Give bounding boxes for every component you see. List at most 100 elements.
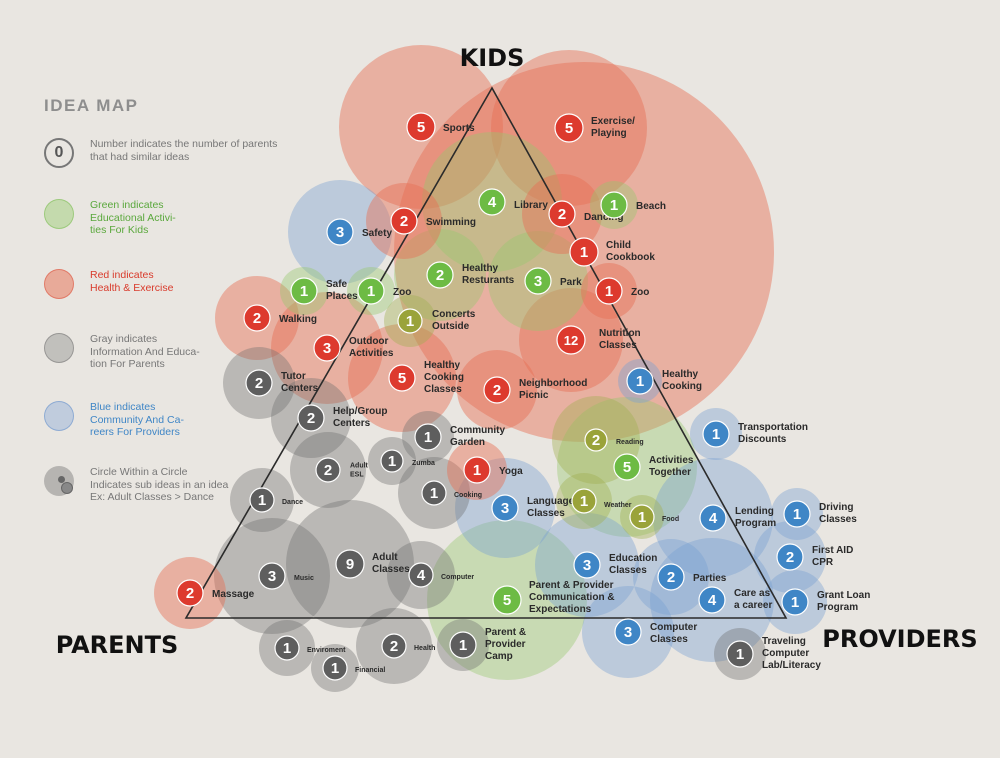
idea-number-circle xyxy=(781,588,809,616)
idea-node-music: 3 Music xyxy=(258,562,314,590)
idea-label: Computer Classes xyxy=(650,622,697,645)
idea-node-healthy-cooking-classes: 5 Healthy Cooking Classes xyxy=(388,360,464,395)
idea-node-grant-loan-program: 1 Grant Loan Program xyxy=(781,588,870,616)
idea-node-safety: 3 Safety xyxy=(326,218,392,246)
idea-label: Walking xyxy=(279,314,317,325)
idea-label: Healthy Resturants xyxy=(462,263,515,286)
idea-count: 1 xyxy=(424,429,432,446)
idea-node-parent-provider-camp: 1 Parent & Provider Camp xyxy=(449,627,526,662)
idea-node-education-classes: 3 Education Classes xyxy=(573,551,657,579)
idea-count: 2 xyxy=(400,213,408,230)
idea-node-beach: 1 Beach xyxy=(600,191,666,219)
idea-label: Yoga xyxy=(499,466,523,477)
idea-count: 9 xyxy=(346,556,354,573)
legend-blue-text: Blue indicates Community And Ca- reers F… xyxy=(90,401,184,438)
idea-label: Reading xyxy=(616,439,644,446)
idea-number-circle xyxy=(322,655,348,681)
idea-node-language-classes: 3 Language Classes xyxy=(491,494,575,522)
idea-number-circle xyxy=(492,585,522,615)
idea-label: Community Garden xyxy=(450,425,505,448)
red-swatch-icon xyxy=(44,269,74,299)
idea-number-circle xyxy=(326,218,354,246)
idea-number-circle xyxy=(258,562,286,590)
idea-label: Sports xyxy=(443,123,475,134)
idea-node-enviroment: 1 Enviroment xyxy=(274,635,346,661)
idea-label: Driving Classes xyxy=(819,502,857,525)
idea-count: 3 xyxy=(534,273,542,290)
idea-number-circle xyxy=(449,631,477,659)
idea-number-circle xyxy=(783,500,811,528)
idea-node-reading: 2 Reading xyxy=(584,428,644,452)
idea-number-circle xyxy=(421,480,447,506)
idea-count: 1 xyxy=(638,509,646,526)
idea-count: 1 xyxy=(636,373,644,390)
idea-number-circle xyxy=(408,562,434,588)
idea-count: 1 xyxy=(580,244,588,261)
idea-count: 1 xyxy=(331,660,339,677)
idea-node-adult-classes: 9 Adult Classes xyxy=(335,549,410,579)
idea-label: Outdoor Activities xyxy=(349,336,394,359)
idea-number-circle xyxy=(614,618,642,646)
idea-number-circle xyxy=(569,237,599,267)
idea-number-circle xyxy=(290,277,318,305)
idea-number-circle xyxy=(571,488,597,514)
idea-label: Education Classes xyxy=(609,553,657,576)
idea-number-circle xyxy=(698,586,726,614)
idea-label: First AID CPR xyxy=(812,545,853,568)
idea-node-community-garden: 1 Community Garden xyxy=(414,423,505,451)
corner-label-parents: PARENTS xyxy=(56,631,179,659)
idea-node-health: 2 Health xyxy=(381,633,435,659)
idea-count: 2 xyxy=(592,432,600,449)
idea-label: Neighborhood Picnic xyxy=(519,378,587,401)
idea-label: Financial xyxy=(355,667,385,674)
legend-gray-text: Gray indicates Information And Educa- ti… xyxy=(90,333,200,370)
idea-number-circle xyxy=(483,376,511,404)
idea-number-circle xyxy=(629,504,655,530)
idea-label: Beach xyxy=(636,201,666,212)
idea-number-circle xyxy=(397,308,423,334)
idea-node-food: 1 Food xyxy=(629,504,679,530)
idea-count: 4 xyxy=(709,510,718,527)
idea-number-circle xyxy=(524,267,552,295)
idea-node-computer: 4 Computer xyxy=(408,562,474,588)
idea-number-circle xyxy=(357,277,385,305)
idea-count: 2 xyxy=(307,410,315,427)
idea-count: 3 xyxy=(583,557,591,574)
idea-count: 2 xyxy=(493,382,501,399)
idea-count: 2 xyxy=(253,310,261,327)
idea-node-activities-together: 5 Activities Together xyxy=(613,453,694,481)
idea-node-transportation-discounts: 1 Transportation Discounts xyxy=(702,420,808,448)
idea-node-driving-classes: 1 Driving Classes xyxy=(783,500,857,528)
idea-node-care-as-a-career: 4 Care as a career xyxy=(698,586,772,614)
idea-number-circle xyxy=(313,334,341,362)
idea-number-circle xyxy=(626,367,654,395)
idea-count: 2 xyxy=(255,375,263,392)
idea-number-circle xyxy=(463,456,491,484)
idea-count: 4 xyxy=(708,592,717,609)
idea-node-safe-places: 1 Safe Places xyxy=(290,277,358,305)
idea-node-adult-esl: 2 Adult ESL xyxy=(315,457,369,483)
idea-label: Adult Classes xyxy=(372,552,410,575)
idea-node-first-aid-cpr: 2 First AID CPR xyxy=(776,543,853,571)
idea-count: 1 xyxy=(712,426,720,443)
idea-count: 2 xyxy=(436,267,444,284)
idea-node-library: 4 Library xyxy=(478,188,548,216)
idea-node-financial: 1 Financial xyxy=(322,655,385,681)
idea-number-circle xyxy=(274,635,300,661)
idea-label: Weather xyxy=(604,502,632,509)
idea-number-circle xyxy=(573,551,601,579)
idea-label: Parent & Provider Communication & Expectat… xyxy=(529,580,615,615)
idea-node-parent-provider-communication-expectations: 5 Parent & Provider Communication & Expecta… xyxy=(492,580,615,615)
idea-number-circle xyxy=(315,457,341,483)
legend-title: IDEA MAP xyxy=(44,96,139,115)
idea-count: 4 xyxy=(417,567,426,584)
idea-label: Zoo xyxy=(393,287,411,298)
nested-circle-icon xyxy=(44,466,74,496)
idea-count: 3 xyxy=(323,340,331,357)
idea-node-swimming: 2 Swimming xyxy=(390,207,476,235)
idea-label: Library xyxy=(514,200,548,211)
idea-count: 3 xyxy=(501,500,509,517)
idea-label: Parent & Provider Camp xyxy=(485,627,526,662)
